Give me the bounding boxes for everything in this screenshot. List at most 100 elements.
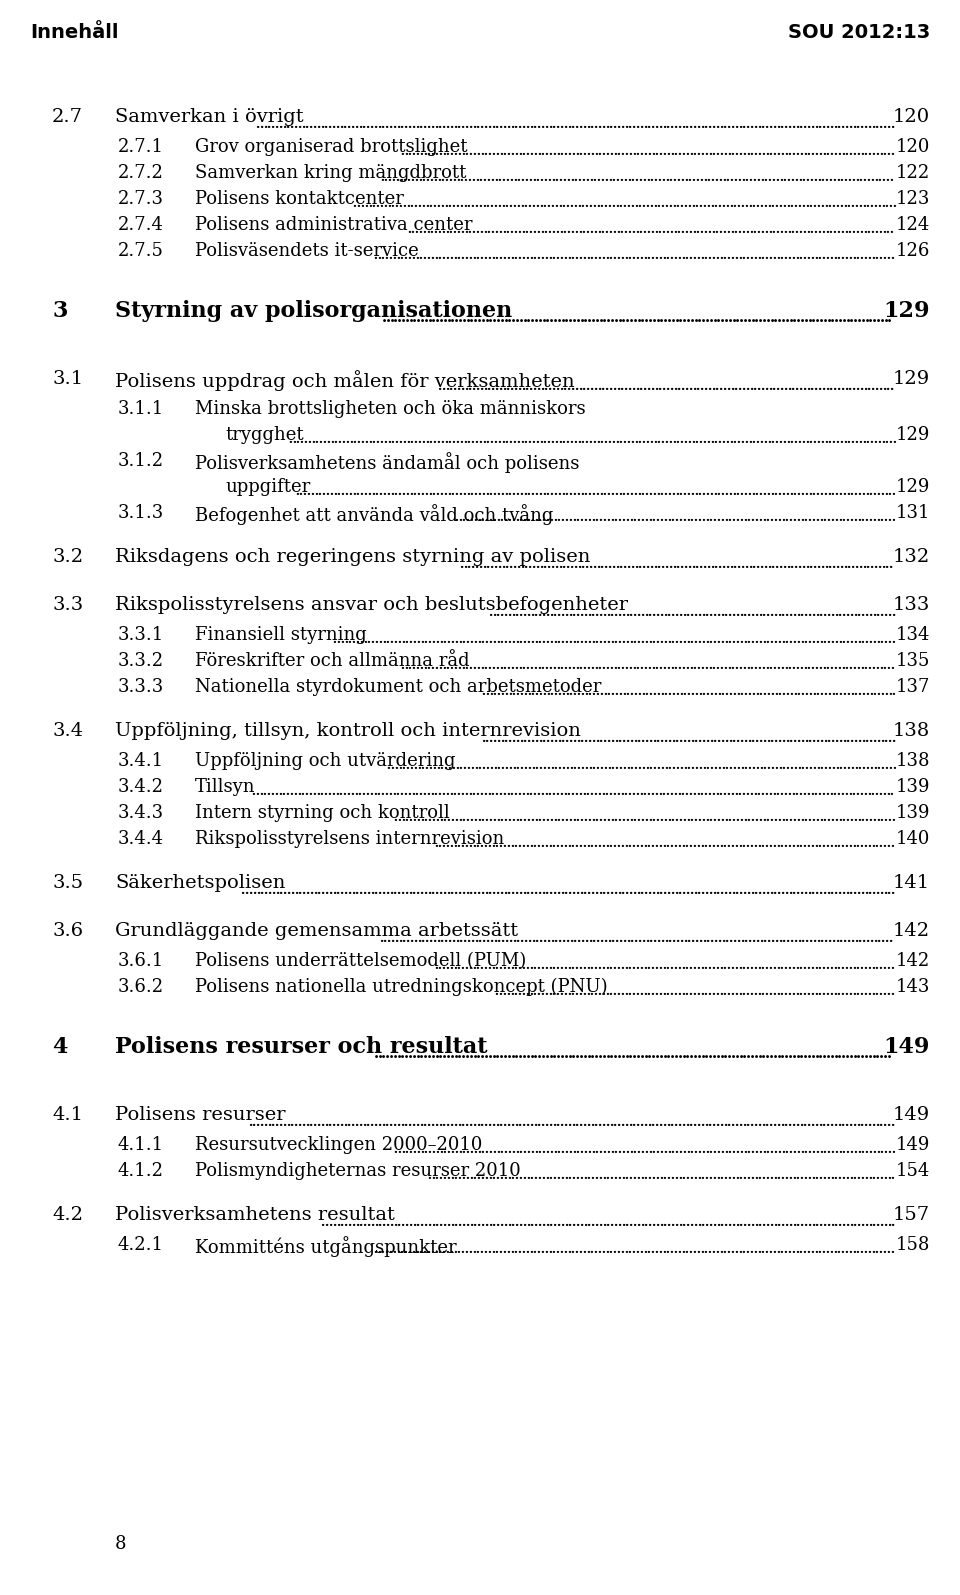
Text: .: .: [411, 1212, 417, 1230]
Text: .: .: [872, 681, 877, 699]
Text: .: .: [477, 754, 483, 774]
Text: .: .: [851, 113, 857, 131]
Text: .: .: [554, 782, 561, 799]
Text: .: .: [796, 681, 802, 699]
Text: .: .: [444, 219, 449, 238]
Text: .: .: [551, 955, 557, 973]
Text: .: .: [874, 246, 879, 263]
Text: .: .: [516, 375, 522, 394]
Text: .: .: [825, 833, 830, 850]
Text: .: .: [484, 681, 490, 699]
Text: .: .: [651, 681, 657, 699]
Text: Polisens administrativa center: Polisens administrativa center: [195, 215, 472, 234]
Text: .: .: [838, 429, 844, 447]
Text: .: .: [262, 113, 268, 131]
Text: .: .: [701, 754, 707, 774]
Text: .: .: [631, 140, 636, 160]
Text: .: .: [385, 628, 391, 648]
Text: .: .: [565, 981, 572, 998]
Text: .: .: [349, 879, 356, 898]
Text: .: .: [621, 681, 627, 699]
Text: .: .: [311, 782, 317, 799]
Text: .: .: [589, 656, 595, 673]
Text: .: .: [853, 553, 859, 571]
Text: .: .: [566, 1212, 573, 1230]
Text: .: .: [827, 193, 832, 211]
Text: .: .: [641, 113, 648, 131]
Text: .: .: [815, 754, 821, 774]
Text: .: .: [414, 246, 420, 263]
Text: .: .: [813, 879, 820, 898]
Text: .: .: [422, 1042, 429, 1064]
Text: .: .: [403, 1042, 410, 1064]
Text: .: .: [782, 246, 788, 263]
Text: .: .: [384, 1042, 391, 1064]
Text: .: .: [477, 193, 483, 211]
Text: .: .: [601, 507, 607, 525]
Text: .: .: [832, 981, 838, 998]
Text: .: .: [319, 782, 324, 799]
Text: .: .: [828, 981, 834, 998]
Text: .: .: [559, 656, 564, 673]
Text: .: .: [596, 1112, 603, 1129]
Text: .: .: [737, 1212, 744, 1230]
Text: .: .: [835, 167, 841, 185]
Text: .: .: [649, 833, 656, 850]
Text: .: .: [663, 754, 669, 774]
Text: .: .: [554, 246, 561, 263]
Text: .: .: [790, 981, 796, 998]
Text: .: .: [615, 879, 622, 898]
Text: .: .: [688, 601, 695, 619]
Text: .: .: [747, 429, 753, 447]
Text: .: .: [447, 167, 453, 185]
Text: .: .: [484, 727, 490, 745]
Text: .: .: [670, 928, 677, 946]
Text: .: .: [676, 981, 682, 998]
Text: .: .: [635, 833, 640, 850]
Text: .: .: [588, 782, 594, 799]
Text: .: .: [687, 656, 694, 673]
Text: .: .: [555, 140, 561, 160]
Text: .: .: [498, 601, 505, 619]
Text: .: .: [739, 754, 745, 774]
Text: .: .: [700, 1042, 707, 1064]
Text: .: .: [406, 219, 412, 238]
Text: .: .: [624, 507, 630, 525]
Text: .: .: [430, 305, 438, 327]
Text: .: .: [391, 1112, 397, 1129]
Text: .: .: [687, 1112, 694, 1129]
Text: .: .: [564, 482, 569, 499]
Text: .: .: [831, 219, 837, 238]
Text: .: .: [843, 1112, 850, 1129]
Text: .: .: [459, 782, 466, 799]
Text: .: .: [836, 1164, 842, 1183]
Text: .: .: [515, 754, 520, 774]
Text: .: .: [756, 601, 763, 619]
Text: .: .: [487, 140, 492, 160]
Text: .: .: [737, 955, 743, 973]
Text: .: .: [439, 482, 444, 499]
Text: .: .: [529, 1164, 535, 1183]
Text: .: .: [847, 955, 852, 973]
Text: Föreskrifter och allmänna råd: Föreskrifter och allmänna råd: [195, 652, 469, 670]
Text: .: .: [678, 507, 684, 525]
Text: .: .: [354, 628, 360, 648]
Text: .: .: [376, 879, 382, 898]
Text: .: .: [556, 482, 562, 499]
Text: .: .: [524, 955, 530, 973]
Text: .: .: [834, 928, 840, 946]
Text: .: .: [423, 482, 429, 499]
Text: .: .: [795, 305, 803, 327]
Text: .: .: [403, 807, 410, 825]
Text: .: .: [449, 807, 455, 825]
Text: .: .: [549, 193, 555, 211]
Text: .: .: [565, 219, 571, 238]
Text: .: .: [616, 727, 623, 745]
Text: .: .: [734, 807, 740, 825]
Text: .: .: [460, 879, 467, 898]
Text: .: .: [658, 879, 663, 898]
Text: .: .: [820, 782, 827, 799]
Text: .: .: [418, 782, 423, 799]
Text: .: .: [830, 754, 836, 774]
Text: .: .: [662, 727, 668, 745]
